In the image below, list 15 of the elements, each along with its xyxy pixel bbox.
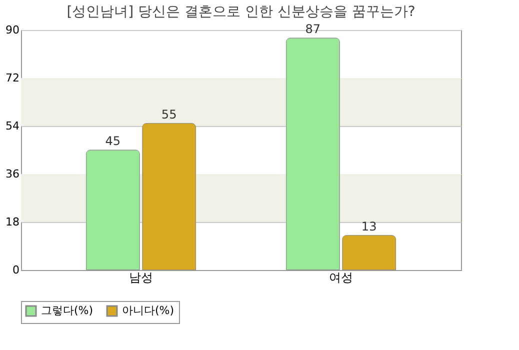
y-tick-label: 90 [6,24,20,36]
data-label: 13 [361,219,377,234]
x-tick-label: 여성 [329,270,353,284]
y-tick-label: 36 [6,168,20,180]
legend-label: 아니다(%) [122,304,174,317]
y-tick-label: 72 [6,72,20,84]
data-label: 45 [105,134,121,148]
legend-label: 그렇다(%) [41,304,94,317]
data-label: 55 [161,107,177,122]
y-tick-label: 18 [6,216,20,228]
x-tick-label: 남성 [129,270,153,284]
y-tick-label: 0 [12,264,20,276]
data-label: 87 [305,22,321,36]
chart-title: [성인남녀] 당신은 결혼으로 인한 신분상승을 꿈꾸는가? [66,4,416,20]
y-tick-label: 54 [6,120,20,132]
